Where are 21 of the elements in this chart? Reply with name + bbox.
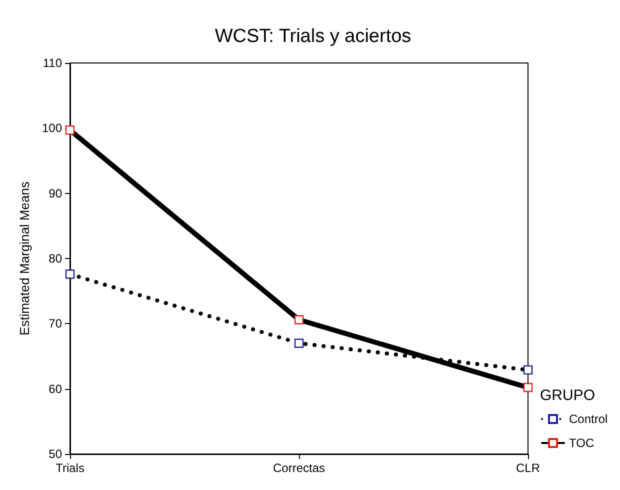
legend-label: TOC [569,436,594,450]
point [65,126,75,135]
point [523,365,533,375]
x-tick-label: Trials [56,461,84,475]
y-tick-label: 50 [48,447,62,461]
y-tick-label: 60 [48,382,62,396]
y-axis-title: Estimated Marginal Means [17,181,32,336]
point [294,338,304,348]
y-tick-label: 80 [48,252,62,266]
point [523,382,533,392]
y-tick-label: 100 [42,121,62,136]
chart-title: WCST: Trials y aciertos [214,26,412,47]
x-tick-label: Correctas [272,461,326,475]
point [294,315,304,324]
legend-title: GRUPO [540,387,596,404]
x-tick-label: CLR [516,461,540,475]
y-tick-label: 70 [48,316,62,331]
y-tick-label: 90 [48,186,62,200]
legend-label: Control [569,412,608,426]
point [65,270,75,279]
y-tick-label: 110 [42,56,62,70]
